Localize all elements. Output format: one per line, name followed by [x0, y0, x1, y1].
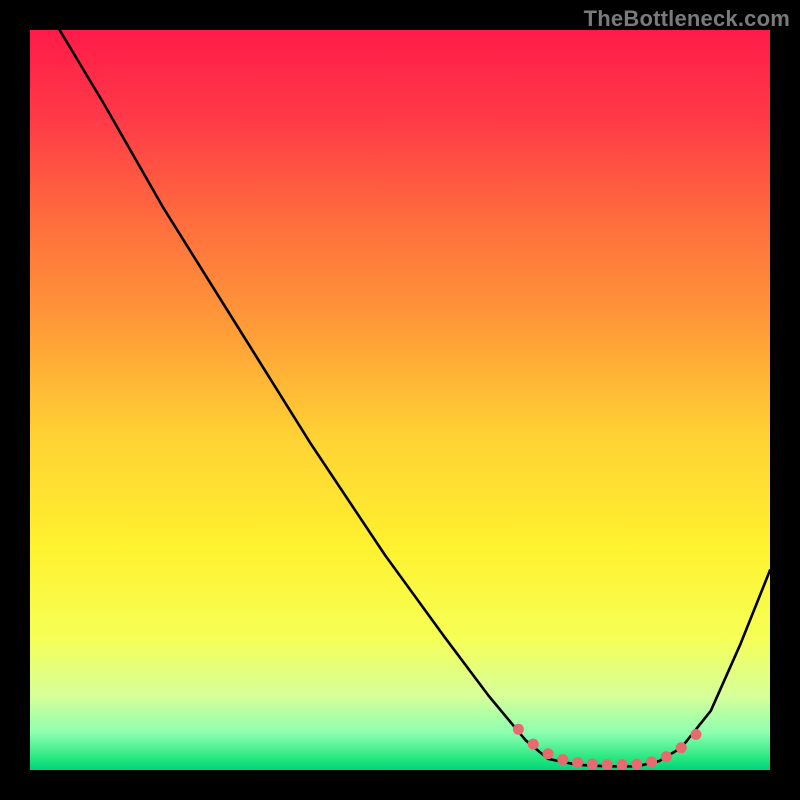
overlay-dot: [587, 759, 598, 770]
overlay-dot: [661, 751, 672, 762]
overlay-dot: [631, 759, 642, 770]
overlay-dot: [602, 759, 613, 770]
plot-area: [30, 30, 770, 770]
plot-svg: [30, 30, 770, 770]
gradient-rect: [30, 30, 770, 770]
overlay-dot: [557, 754, 568, 765]
overlay-dot: [543, 748, 554, 759]
overlay-dot: [646, 756, 657, 767]
overlay-dot: [676, 742, 687, 753]
overlay-dot: [572, 757, 583, 768]
overlay-dot: [528, 739, 539, 750]
overlay-dot: [513, 724, 524, 735]
overlay-dot: [691, 729, 702, 740]
watermark-text: TheBottleneck.com: [584, 6, 790, 32]
chart-container: TheBottleneck.com: [0, 0, 800, 800]
overlay-dot: [617, 759, 628, 770]
